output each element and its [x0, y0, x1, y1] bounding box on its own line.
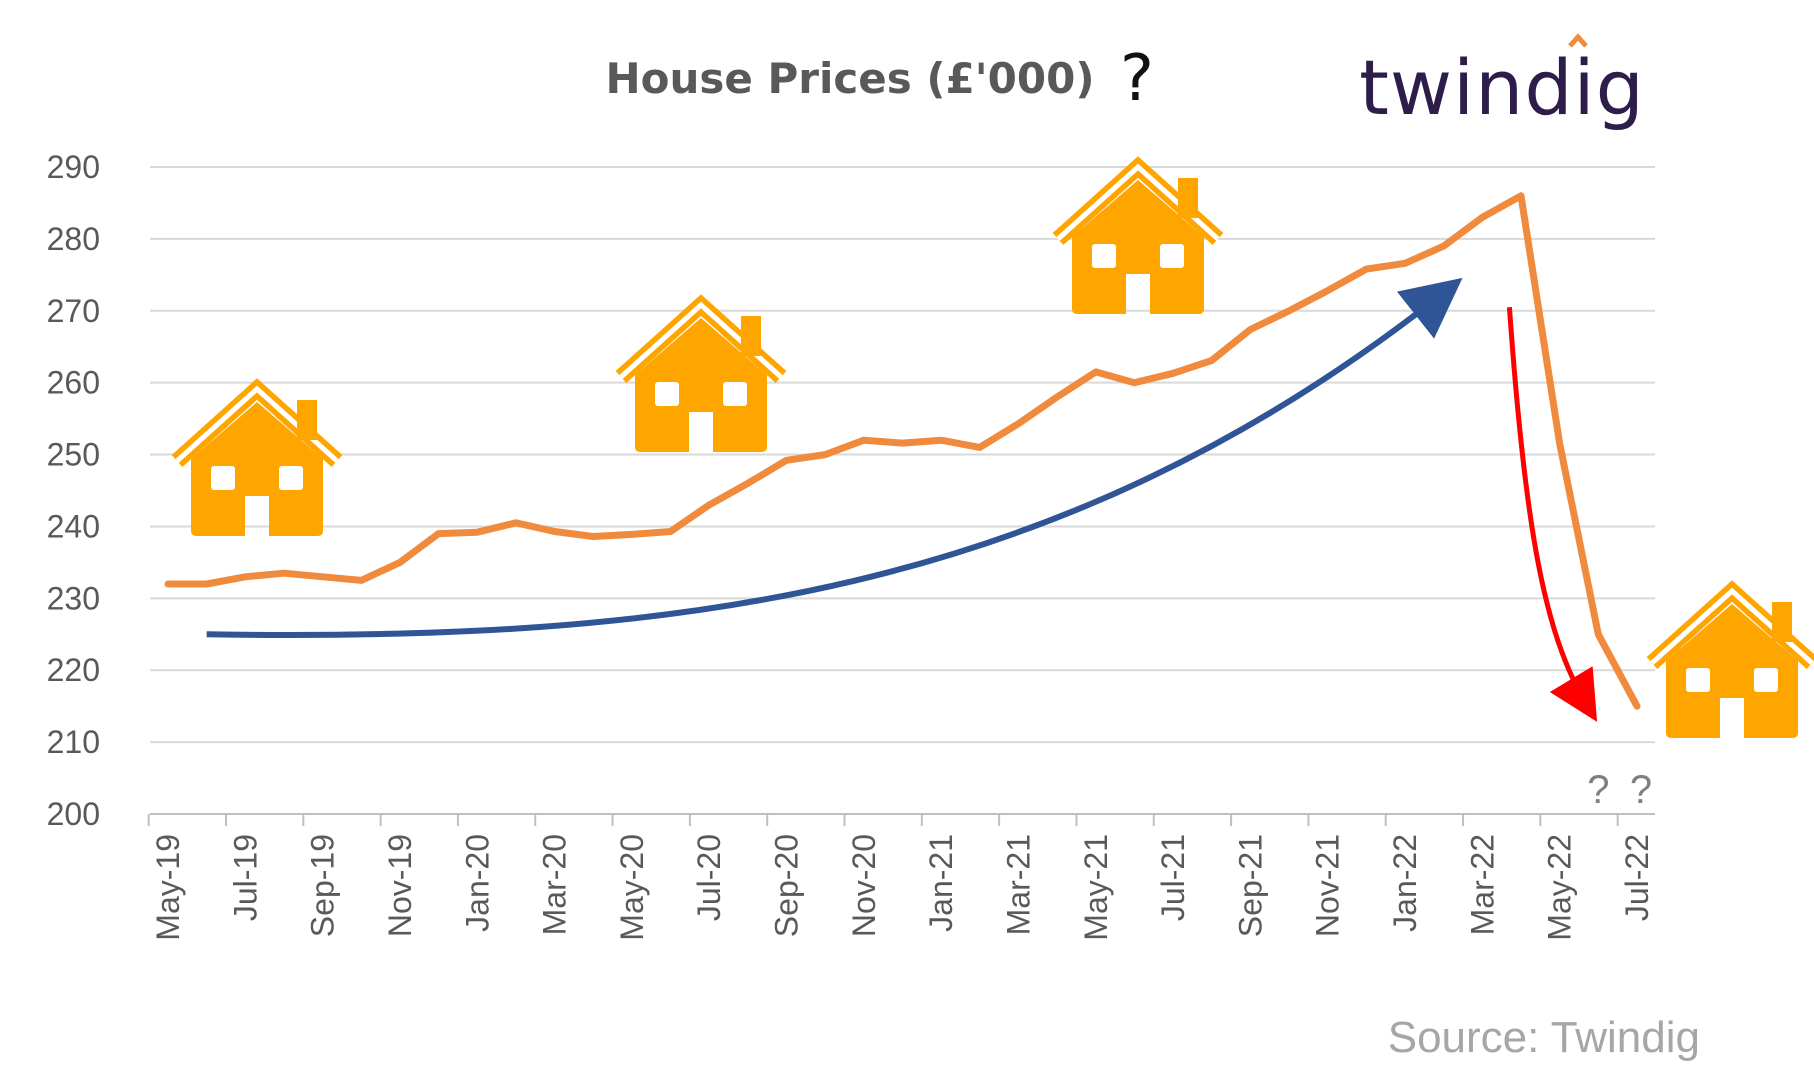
arrows [206, 277, 1598, 722]
x-tick-label: Jul-22 [1619, 834, 1655, 921]
x-tick-label: Jul-21 [1155, 834, 1191, 921]
drop-arrow [1506, 307, 1598, 722]
x-tick-label: Mar-22 [1464, 834, 1500, 935]
gridlines [150, 166, 1655, 744]
x-tick-label: Jan-22 [1387, 834, 1423, 932]
x-tick-label: Jul-19 [227, 834, 263, 921]
house-icon [621, 305, 781, 452]
x-tick-label: Sep-19 [305, 834, 341, 937]
x-tick-label: May-21 [1078, 834, 1114, 941]
house-icon [1652, 591, 1812, 738]
title-question-mark: ? [1120, 42, 1154, 116]
y-tick-label: 240 [47, 508, 100, 544]
x-tick-label: May-22 [1542, 834, 1578, 941]
axes: 290 280 270 260 250 240 230 220 210 200 May-19 Jul-… [47, 149, 1655, 941]
question-mark-annotation: ? [1630, 768, 1652, 812]
x-tick-label: May-19 [150, 834, 186, 941]
y-tick-label: 260 [47, 365, 100, 401]
y-tick-label: 200 [47, 796, 100, 832]
y-tick-label: 250 [47, 437, 100, 473]
x-tick-label: Mar-20 [537, 834, 573, 935]
brand-logo-caret [1568, 33, 1588, 48]
question-mark-annotation: ? [1587, 768, 1609, 812]
x-tick-label: May-20 [614, 834, 650, 941]
x-tick-label: Jul-20 [691, 834, 727, 921]
x-tick-label: Sep-20 [769, 834, 805, 937]
y-tick-label: 220 [47, 652, 100, 688]
y-tick-label: 290 [47, 149, 100, 185]
house-icons [177, 167, 1812, 738]
y-tick-label: 270 [47, 293, 100, 329]
x-tick-label: Sep-21 [1232, 834, 1268, 937]
brand-logo: twindig [1359, 43, 1645, 132]
y-tick-label: 280 [47, 221, 100, 257]
house-icon [1058, 167, 1218, 314]
annotations: ?? [1587, 768, 1652, 812]
chart-title: House Prices (£'000) [605, 54, 1094, 103]
x-tick-label: Jan-21 [923, 834, 959, 932]
x-tick-label: Jan-20 [459, 834, 495, 932]
x-tick-label: Nov-19 [382, 834, 418, 937]
source-note: Source: Twindig [1388, 1013, 1700, 1062]
x-tick-label: Nov-20 [846, 834, 882, 937]
y-tick-label: 210 [47, 724, 100, 760]
y-tick-label: 230 [47, 580, 100, 616]
trend-arrow [206, 277, 1463, 638]
data-series [164, 192, 1641, 710]
x-tick-label: Mar-21 [1000, 834, 1036, 935]
house-icon [177, 389, 337, 536]
house-price-line [164, 192, 1641, 710]
x-tick-label: Nov-21 [1310, 834, 1346, 937]
